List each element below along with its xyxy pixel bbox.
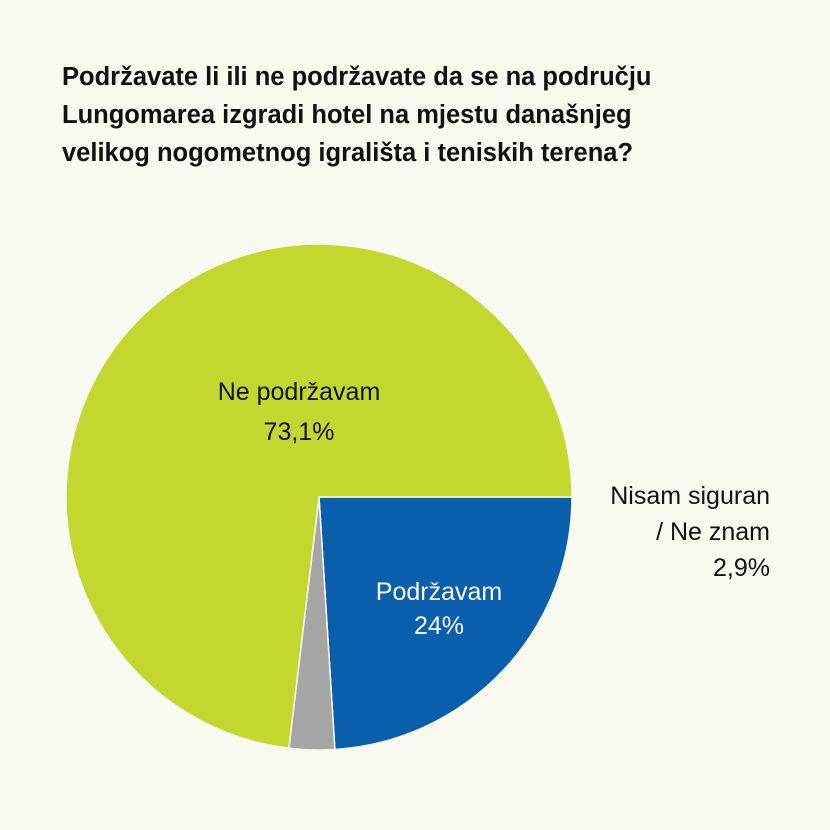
pie-slice-ne-podrzavam [65, 243, 573, 750]
slice-name-label: / Ne znam [656, 518, 770, 546]
chart-title: Podržavate li ili ne podržavate da se na… [62, 63, 652, 167]
slice-name-label: Ne podržavam [218, 378, 381, 406]
slice-label-nisam-siguran: Nisam siguran / Ne znam 2,9% [610, 482, 770, 582]
slice-name-label: Podržavam [376, 578, 502, 606]
slice-name-label: Nisam siguran [610, 482, 770, 510]
slice-value-label: 24% [414, 612, 464, 640]
pie-slice-podrzavam [318, 496, 573, 751]
slice-value-label: 73,1% [264, 418, 335, 446]
slice-value-label: 2,9% [713, 554, 770, 582]
slice-label-ne-podrzavam: Ne podržavam 73,1% [218, 378, 381, 446]
slice-label-podrzavam: Podržavam 24% [376, 578, 502, 640]
